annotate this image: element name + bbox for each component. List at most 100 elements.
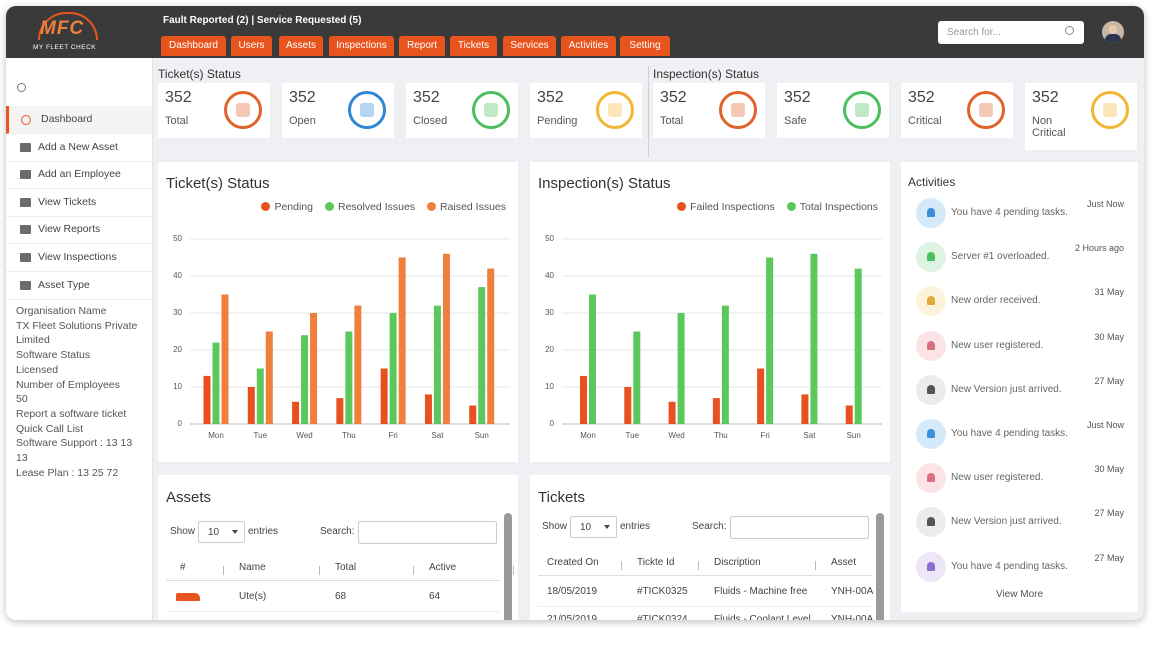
nav-tab[interactable]: Assets xyxy=(279,36,323,56)
table-cell: 18/05/2019 xyxy=(547,586,598,597)
activity-icon xyxy=(916,374,946,405)
bar xyxy=(757,368,765,424)
menu-item[interactable]: Asset Type xyxy=(6,272,152,300)
menu-label: View Reports xyxy=(38,223,101,236)
bar xyxy=(212,342,220,424)
activity-time: Just Now xyxy=(1086,199,1124,209)
sort-icon xyxy=(698,561,705,570)
activity-text: New user registered. xyxy=(951,472,1044,484)
table-search[interactable] xyxy=(730,516,869,539)
y-tick-label: 20 xyxy=(545,345,554,354)
y-tick-label: 30 xyxy=(545,308,554,317)
legend-item: Raised Issues xyxy=(427,201,506,213)
table-cell: Ute(s) xyxy=(239,591,267,602)
menu-item[interactable]: View Inspections xyxy=(6,244,152,272)
sort-icon xyxy=(319,566,326,575)
nav-tab[interactable]: Activities xyxy=(561,36,616,56)
y-tick-label: 0 xyxy=(178,419,183,428)
column-header: Asset xyxy=(831,557,857,568)
activity-glyph xyxy=(927,252,935,262)
legend-label: Pending xyxy=(274,201,313,213)
menu-label: Add a New Asset xyxy=(38,140,118,153)
search-box[interactable]: Search for... xyxy=(938,21,1084,44)
activity-glyph xyxy=(927,561,935,571)
y-tick-label: 20 xyxy=(173,345,182,354)
activity-text: Server #1 overloaded. xyxy=(951,251,1050,263)
info-line: TX Fleet Solutions Private Limited xyxy=(16,319,138,347)
y-tick-label: 50 xyxy=(545,234,554,243)
stat-icon xyxy=(1091,91,1129,129)
bar xyxy=(389,313,397,424)
stat-icon xyxy=(224,91,262,129)
bar xyxy=(398,257,406,424)
nav-tab[interactable]: Tickets xyxy=(450,36,497,56)
activity-glyph xyxy=(927,296,935,306)
nav-tab[interactable]: Inspections xyxy=(329,36,394,56)
column-header: Created On xyxy=(547,557,599,568)
nav-tab[interactable]: Users xyxy=(231,36,272,56)
menu-item[interactable]: Add a New Asset xyxy=(6,134,152,162)
menu-icon xyxy=(21,115,31,125)
legend-item: Resolved Issues xyxy=(325,201,415,213)
entries-label: entries xyxy=(248,526,279,537)
table-cell: 21/05/2019 xyxy=(547,614,598,620)
stat-label: Pending xyxy=(537,115,578,127)
legend-swatch xyxy=(325,202,334,211)
menu-item[interactable]: Dashboard xyxy=(6,106,152,134)
menu-icon xyxy=(20,170,31,180)
table-cell: 64 xyxy=(429,591,441,602)
sort-icon xyxy=(513,566,518,575)
nav-tab[interactable]: Services xyxy=(503,36,556,56)
bar xyxy=(633,331,641,424)
stat-label: Total xyxy=(660,115,684,127)
info-line: Quick Call List xyxy=(16,422,84,435)
entries-label: entries xyxy=(620,521,651,532)
avatar[interactable] xyxy=(1102,21,1124,43)
top-bar: MFC MY FLEET CHECK Fault Reported (2) | … xyxy=(6,6,1144,58)
menu-item[interactable]: Add an Employee xyxy=(6,161,152,190)
entries-select[interactable]: 10 xyxy=(198,521,245,543)
collapse-toggle[interactable] xyxy=(17,83,26,92)
stat-card: 352 Closed xyxy=(406,83,518,138)
menu-item[interactable]: View Reports xyxy=(6,216,152,245)
search-icon xyxy=(1065,26,1074,35)
activity-text: New user registered. xyxy=(951,339,1044,351)
chart-plot: 0 10 20 30 40 50 Mon Tue Wed Thu Fri Sat Sun xyxy=(173,234,510,440)
sort-icon xyxy=(223,566,230,575)
stat-icon-inner xyxy=(608,103,622,117)
show-label: Show xyxy=(170,526,196,537)
table-search[interactable] xyxy=(358,521,497,544)
x-tick-label: Wed xyxy=(296,431,312,440)
panel-title: Activities xyxy=(908,175,956,189)
stat-icon xyxy=(472,91,510,129)
activity-glyph xyxy=(927,517,935,527)
view-more[interactable]: View More xyxy=(995,589,1044,600)
stat-icon-inner xyxy=(855,103,869,117)
nav-tab[interactable]: Report xyxy=(399,36,445,56)
menu-item[interactable]: View Tickets xyxy=(6,189,152,217)
info-line: Licensed xyxy=(16,363,59,376)
table-cell: Fluids - Machine free xyxy=(714,586,808,597)
bar xyxy=(845,405,853,424)
column-header: Discription xyxy=(714,557,761,568)
stat-value: 352 xyxy=(289,89,316,106)
info-line: Organisation Name xyxy=(16,305,107,317)
chart-plot: 0 10 20 30 40 50 Mon Tue Wed Thu Fri Sat Sun xyxy=(545,234,882,440)
entries-select[interactable]: 10 xyxy=(570,516,617,538)
nav-tab[interactable]: Setting xyxy=(620,36,670,56)
activity-text: You have 4 pending tasks. xyxy=(951,560,1068,572)
activity-glyph xyxy=(927,473,935,483)
bar xyxy=(487,268,495,424)
stat-icon-inner xyxy=(360,103,374,117)
stat-card: 352 Critical xyxy=(901,83,1013,138)
bar xyxy=(801,394,809,424)
legend-item: Pending xyxy=(261,201,313,213)
stat-card: 352 Total xyxy=(158,83,270,138)
activity-time: 31 May xyxy=(1094,287,1124,298)
activities-panel: Activities View More You have 4 pending … xyxy=(901,162,1138,612)
bar xyxy=(301,335,309,424)
row-rule xyxy=(538,606,872,607)
nav-tab[interactable]: Dashboard xyxy=(161,36,226,56)
chart-title: Inspection(s) Status xyxy=(538,175,671,192)
legend: Failed Inspections Total Inspections xyxy=(677,201,878,213)
